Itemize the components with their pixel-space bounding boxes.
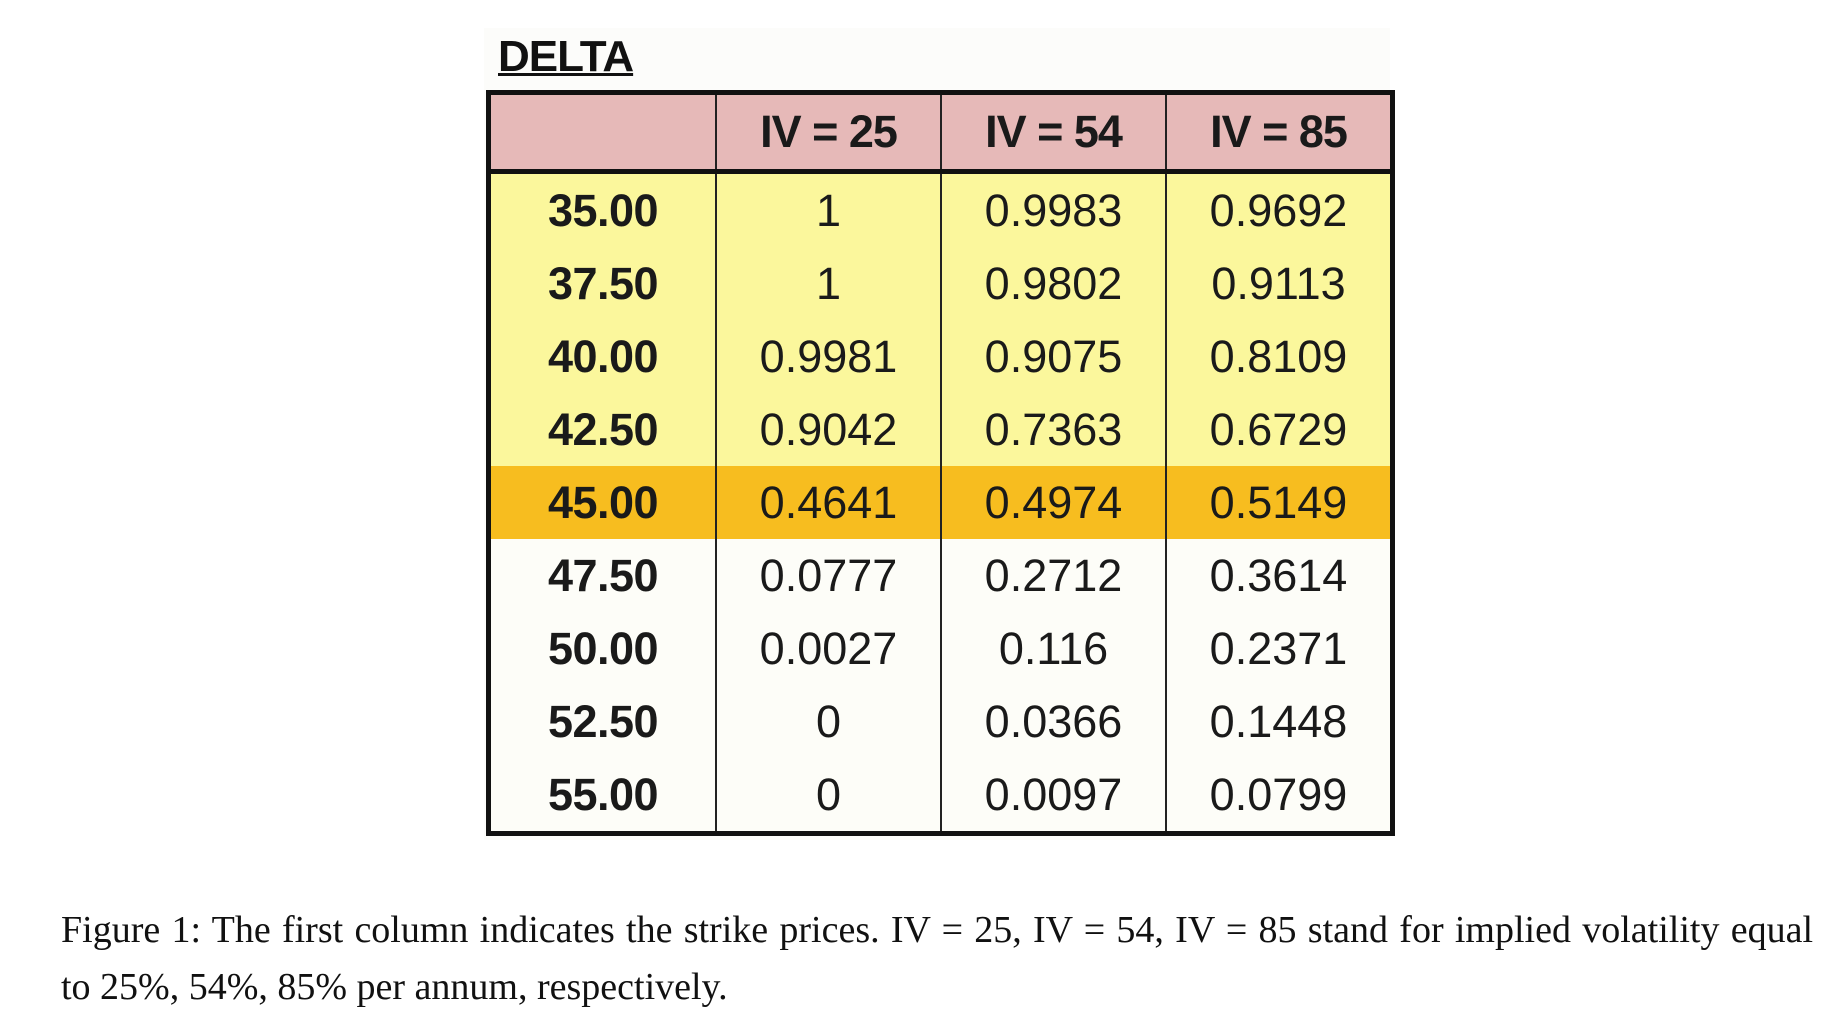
column-header: IV = 85	[1165, 92, 1393, 174]
table-row: 40.00 0.9981 0.9075 0.8109	[488, 320, 1393, 393]
delta-cell: 0.0799	[1165, 758, 1393, 834]
table-title: DELTA	[498, 32, 634, 81]
strike-price-cell: 52.50	[488, 685, 716, 758]
delta-cell: 0.3614	[1165, 539, 1393, 612]
delta-cell: 0.9113	[1165, 247, 1393, 320]
delta-cell: 0.9692	[1165, 171, 1393, 247]
strike-price-cell: 45.00	[488, 466, 716, 539]
column-header	[488, 92, 716, 174]
table-row: 45.00 0.4641 0.4974 0.5149	[488, 466, 1393, 539]
strike-price-cell: 35.00	[488, 171, 716, 247]
delta-cell: 0.2371	[1165, 612, 1393, 685]
table-row: 52.50 0 0.0366 0.1448	[488, 685, 1393, 758]
delta-table: IV = 25 IV = 54 IV = 85 35.00 1 0.9983 0.96…	[486, 90, 1395, 836]
column-header: IV = 54	[940, 92, 1166, 174]
table-row: 37.50 1 0.9802 0.9113	[488, 247, 1393, 320]
delta-cell: 0.5149	[1165, 466, 1393, 539]
strike-price-cell: 47.50	[488, 539, 716, 612]
column-header: IV = 25	[715, 92, 941, 174]
delta-cell: 0.9983	[940, 171, 1166, 247]
strike-price-cell: 42.50	[488, 393, 716, 466]
delta-cell: 0.0027	[715, 612, 941, 685]
delta-cell: 1	[715, 171, 941, 247]
table-row: 47.50 0.0777 0.2712 0.3614	[488, 539, 1393, 612]
figure-caption: Figure 1: The first column indicates the…	[61, 909, 1813, 1008]
header-row: IV = 25 IV = 54 IV = 85	[488, 92, 1393, 174]
delta-cell: 0.9802	[940, 247, 1166, 320]
delta-cell: 0.116	[940, 612, 1166, 685]
table-row: 35.00 1 0.9983 0.9692	[488, 171, 1393, 247]
delta-cell: 0.0097	[940, 758, 1166, 834]
table-row: 42.50 0.9042 0.7363 0.6729	[488, 393, 1393, 466]
strike-price-cell: 37.50	[488, 247, 716, 320]
delta-cell: 0.9075	[940, 320, 1166, 393]
delta-cell: 1	[715, 247, 941, 320]
strike-price-cell: 55.00	[488, 758, 716, 834]
table-row: 55.00 0 0.0097 0.0799	[488, 758, 1393, 834]
strike-price-cell: 50.00	[488, 612, 716, 685]
delta-cell: 0.0777	[715, 539, 941, 612]
delta-cell: 0.7363	[940, 393, 1166, 466]
delta-cell: 0.1448	[1165, 685, 1393, 758]
delta-cell: 0	[715, 758, 941, 834]
delta-cell: 0.2712	[940, 539, 1166, 612]
delta-cell: 0.4974	[940, 466, 1166, 539]
delta-cell: 0.0366	[940, 685, 1166, 758]
table-row: 50.00 0.0027 0.116 0.2371	[488, 612, 1393, 685]
delta-cell: 0	[715, 685, 941, 758]
delta-cell: 0.4641	[715, 466, 941, 539]
delta-cell: 0.9981	[715, 320, 941, 393]
delta-cell: 0.9042	[715, 393, 941, 466]
delta-cell: 0.6729	[1165, 393, 1393, 466]
delta-cell: 0.8109	[1165, 320, 1393, 393]
strike-price-cell: 40.00	[488, 320, 716, 393]
